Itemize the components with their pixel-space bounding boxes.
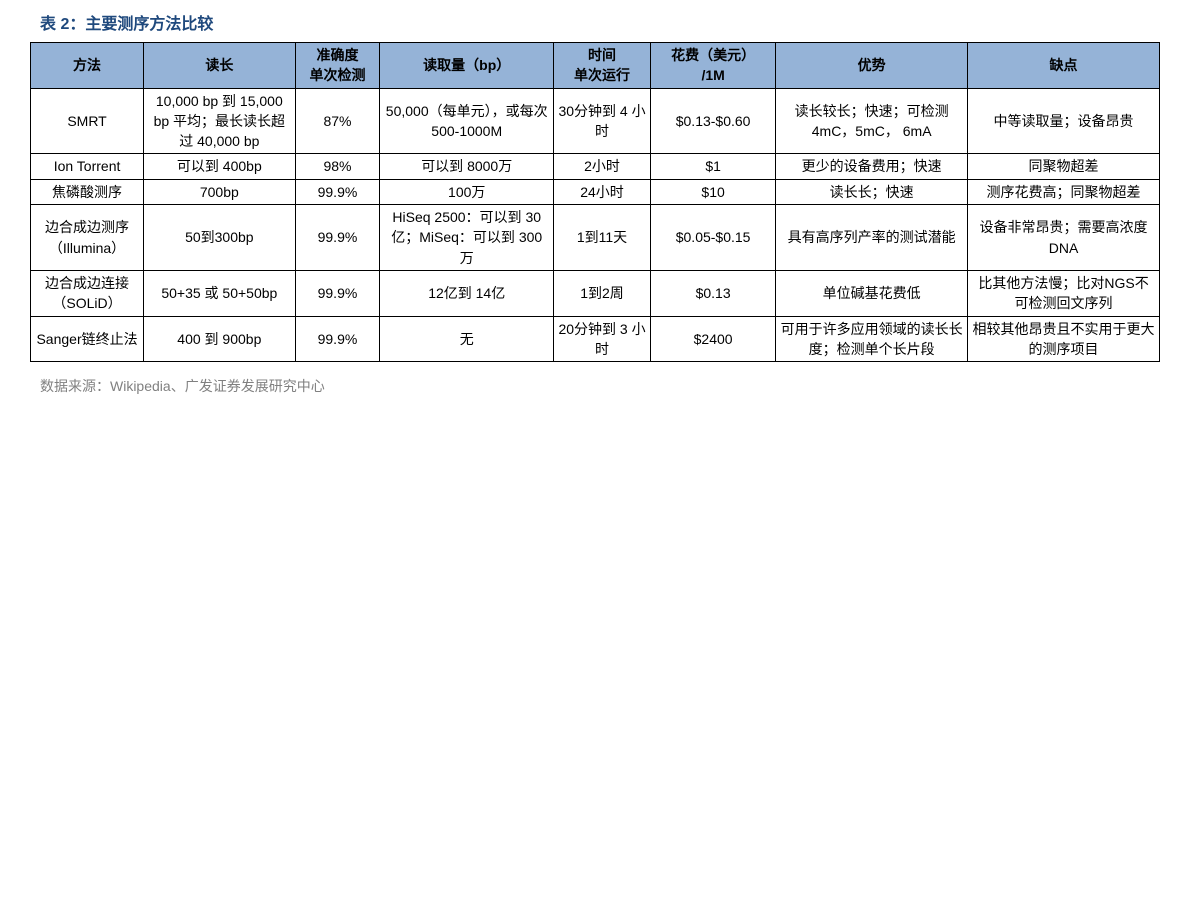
cell: HiSeq 2500：可以到 30亿；MiSeq：可以到 300万 xyxy=(380,205,554,271)
col-adv: 优势 xyxy=(776,43,968,89)
cell: $2400 xyxy=(651,316,776,362)
col-readlen: 读长 xyxy=(144,43,295,89)
cell: 30分钟到 4 小时 xyxy=(554,88,651,154)
cell: 20分钟到 3 小时 xyxy=(554,316,651,362)
cell: 50到300bp xyxy=(144,205,295,271)
cell: 400 到 900bp xyxy=(144,316,295,362)
col-dis: 缺点 xyxy=(968,43,1160,89)
cell: 50,000（每单元），或每次500-1000M xyxy=(380,88,554,154)
data-source: 数据来源：Wikipedia、广发证券发展研究中心 xyxy=(0,362,1191,396)
cell: 更少的设备费用；快速 xyxy=(776,154,968,179)
cell: $0.05-$0.15 xyxy=(651,205,776,271)
cell: 读长较长；快速；可检测 4mC，5mC， 6mA xyxy=(776,88,968,154)
cell: 98% xyxy=(295,154,380,179)
cell: 12亿到 14亿 xyxy=(380,270,554,316)
cell: $1 xyxy=(651,154,776,179)
table-row: 边合成边测序（Illumina）50到300bp99.9%HiSeq 2500：… xyxy=(31,205,1160,271)
cell: 读长长；快速 xyxy=(776,179,968,204)
cell: 1到2周 xyxy=(554,270,651,316)
cell: 具有高序列产率的测试潜能 xyxy=(776,205,968,271)
table-row: 边合成边连接（SOLiD）50+35 或 50+50bp99.9%12亿到 14… xyxy=(31,270,1160,316)
cell: 单位碱基花费低 xyxy=(776,270,968,316)
col-cost: 花费（美元）/1M xyxy=(651,43,776,89)
cell: 中等读取量；设备昂贵 xyxy=(968,88,1160,154)
cell: 无 xyxy=(380,316,554,362)
col-time: 时间单次运行 xyxy=(554,43,651,89)
col-reads: 读取量（bp） xyxy=(380,43,554,89)
cell: 99.9% xyxy=(295,205,380,271)
cell: 可以到 8000万 xyxy=(380,154,554,179)
cell: 99.9% xyxy=(295,270,380,316)
cell: Ion Torrent xyxy=(31,154,144,179)
col-method: 方法 xyxy=(31,43,144,89)
cell: 焦磷酸测序 xyxy=(31,179,144,204)
table-body: SMRT10,000 bp 到 15,000 bp 平均；最长读长超过 40,0… xyxy=(31,88,1160,362)
cell: $0.13 xyxy=(651,270,776,316)
cell: 99.9% xyxy=(295,179,380,204)
cell: 可用于许多应用领域的读长长度；检测单个长片段 xyxy=(776,316,968,362)
cell: 设备非常昂贵；需要高浓度DNA xyxy=(968,205,1160,271)
col-accuracy: 准确度单次检测 xyxy=(295,43,380,89)
comparison-table: 方法 读长 准确度单次检测 读取量（bp） 时间单次运行 花费（美元）/1M 优… xyxy=(30,42,1160,362)
table-header-row: 方法 读长 准确度单次检测 读取量（bp） 时间单次运行 花费（美元）/1M 优… xyxy=(31,43,1160,89)
cell: 同聚物超差 xyxy=(968,154,1160,179)
cell: 10,000 bp 到 15,000 bp 平均；最长读长超过 40,000 b… xyxy=(144,88,295,154)
cell: 测序花费高；同聚物超差 xyxy=(968,179,1160,204)
cell: $0.13-$0.60 xyxy=(651,88,776,154)
table-row: 焦磷酸测序700bp99.9%100万24小时$10读长长；快速测序花费高；同聚… xyxy=(31,179,1160,204)
cell: 比其他方法慢；比对NGS不可检测回文序列 xyxy=(968,270,1160,316)
cell: 100万 xyxy=(380,179,554,204)
cell: 1到11天 xyxy=(554,205,651,271)
cell: 99.9% xyxy=(295,316,380,362)
table-title: 表 2：主要测序方法比较 xyxy=(0,0,1191,42)
cell: 24小时 xyxy=(554,179,651,204)
table-row: SMRT10,000 bp 到 15,000 bp 平均；最长读长超过 40,0… xyxy=(31,88,1160,154)
cell: 87% xyxy=(295,88,380,154)
cell: 50+35 或 50+50bp xyxy=(144,270,295,316)
cell: 700bp xyxy=(144,179,295,204)
table-row: Ion Torrent可以到 400bp98%可以到 8000万2小时$1更少的… xyxy=(31,154,1160,179)
cell: $10 xyxy=(651,179,776,204)
table-row: Sanger链终止法400 到 900bp99.9%无20分钟到 3 小时$24… xyxy=(31,316,1160,362)
cell: 可以到 400bp xyxy=(144,154,295,179)
cell: 边合成边连接（SOLiD） xyxy=(31,270,144,316)
cell: 相较其他昂贵且不实用于更大的测序项目 xyxy=(968,316,1160,362)
cell: 2小时 xyxy=(554,154,651,179)
cell: 边合成边测序（Illumina） xyxy=(31,205,144,271)
cell: SMRT xyxy=(31,88,144,154)
cell: Sanger链终止法 xyxy=(31,316,144,362)
